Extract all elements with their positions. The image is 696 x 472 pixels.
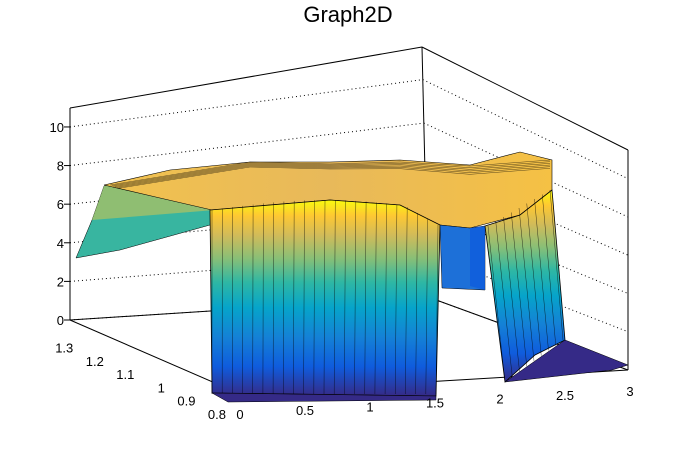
x-tick-label: 2 [496,392,503,407]
tick-labels: 0 2 4 6 8 10 0.8 0.9 1 1.1 1.2 1.3 0 0.5 1 1.5 2 2.5 3 [50,120,634,422]
z-tick-label: 2 [57,274,64,289]
right-wall-mesh-line [511,212,527,367]
plateau-mesh-line [114,164,551,188]
front-wall-mesh-line [313,200,315,395]
axis-line-5 [69,46,423,109]
plateau-mesh-line [109,159,551,186]
front-wall-mesh-line [425,219,428,395]
x-tick-label: 3 [626,384,633,399]
x-tick-label: 2.5 [556,388,574,403]
front-wall-mesh-line [293,200,295,395]
right-wall-mesh-line [549,189,564,341]
right-wall-mesh-line [534,198,549,351]
x-tick-label: 0 [236,407,243,422]
right-wall-mesh-line [503,216,520,372]
front-wall-mesh-line [415,213,418,395]
z-tick-label: 8 [57,159,64,174]
z-grid-back-5 [69,79,423,128]
front-wall-mesh-line [354,200,357,395]
x-tick-label: 1.5 [426,396,444,411]
x-tick-label: 0.5 [296,403,314,418]
surface [75,151,629,403]
surface-floor-front [211,392,437,403]
x-tick-label: 1 [366,399,373,414]
y-tick-label: 1 [158,380,165,395]
chart-title: Graph2D [303,2,393,27]
z-tick-label: 0 [57,313,64,328]
right-wall-mesh-line [495,221,513,377]
plateau-mesh-line [111,161,551,186]
front-wall-mesh-line [303,200,305,395]
right-wall-mesh-line [526,203,542,356]
front-wall-mesh-line [323,199,326,395]
front-wall-mesh-line [384,203,387,395]
surface-floor-right [504,339,629,383]
front-wall-mesh-line [344,200,346,395]
right-wall-mesh-line [487,225,506,383]
y-tick-label: 0.8 [208,407,226,422]
plateau-mesh-line [118,166,551,189]
z-tick-label: 4 [57,236,64,251]
plateau-mesh-line [116,165,551,188]
axis-line-6 [421,46,629,151]
front-wall-mesh-line [283,201,285,395]
y-tick-label: 1.3 [55,341,73,356]
front-wall-mesh-line [405,207,408,395]
axis-line-7 [69,319,239,394]
z-grid-back-4 [69,122,424,167]
z-tick-label: 10 [50,120,64,135]
front-wall-mesh-line [374,202,377,395]
front-wall-mesh-line [395,204,398,395]
plateau-mesh-line [113,163,551,187]
front-wall-mesh-line [364,201,367,395]
front-wall-mesh-line [272,202,274,395]
y-tick-label: 0.9 [177,394,195,409]
front-wall-mesh-line [435,224,439,395]
y-tick-label: 1.2 [86,354,104,369]
front-wall-mesh-line [333,200,336,395]
right-wall-mesh-line [518,207,535,362]
y-tick-label: 1.1 [116,367,134,382]
z-tick-label: 6 [57,197,64,212]
right-wall-mesh-line [542,194,556,346]
surface-inner-wall-shade [470,226,485,290]
